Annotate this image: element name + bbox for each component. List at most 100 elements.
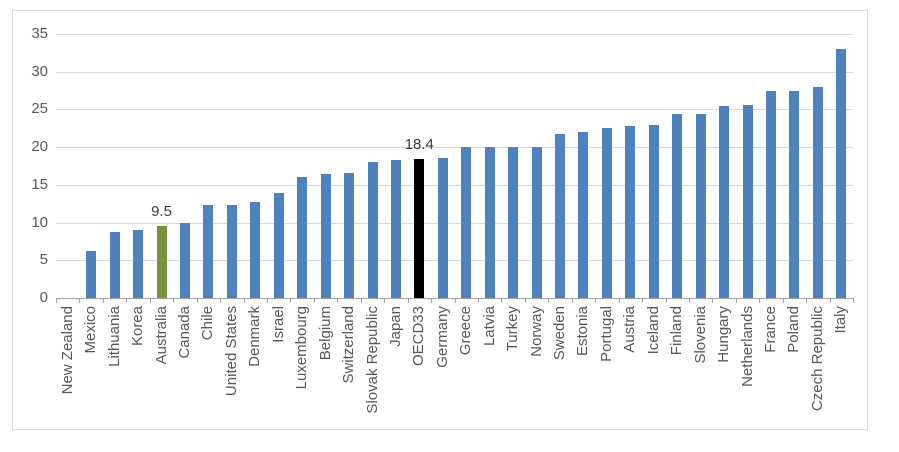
gridline-30 [56,72,853,73]
x-axis-label-italy: Italy [832,306,850,334]
bar-oecd33 [414,159,425,298]
bar-czech-republic [812,86,823,298]
x-axis-label-canada: Canada [175,306,193,359]
x-axis-label-poland: Poland [785,306,803,353]
x-axis-label-portugal: Portugal [597,306,615,362]
x-axis-tick [524,298,526,303]
gridline-35 [56,34,853,35]
bar-hungary [719,105,730,298]
y-axis-tick-label-20: 20 [31,138,48,156]
x-axis-tick [595,298,597,303]
bar-mexico [86,250,97,298]
x-axis-tick [712,298,714,303]
y-axis-tick-label-0: 0 [39,289,48,306]
x-axis-tick [126,298,128,303]
bar-slovenia [695,114,706,298]
bar-korea [133,230,143,298]
x-axis-tick [220,298,222,303]
bar-norway [531,147,542,298]
x-axis-tick [665,298,667,303]
x-axis-tick [431,298,433,303]
bar-chart-frame: 0 5 10 15 20 25 30 35 New Zealand Mexico Lithuani… [12,10,868,430]
y-axis-tick-label-35: 35 [31,25,48,42]
x-axis-label-switzerland: Switzerland [340,306,357,384]
x-axis-label-australia: Australia [152,306,170,365]
bar-portugal [601,127,612,298]
bar-united-states [226,204,237,298]
x-axis-label-latvia: Latvia [480,306,498,347]
x-axis-tick [759,298,761,303]
x-axis-tick [407,298,409,303]
x-axis-label-austria: Austria [621,306,639,353]
bar-germany [437,157,448,298]
x-axis-tick [853,298,854,303]
bar-greece [461,147,472,298]
x-axis-tick [477,298,479,303]
x-axis-label-turkey: Turkey [504,306,522,352]
x-axis-tick [243,298,245,303]
x-axis-label-sweden: Sweden [551,306,568,361]
bar-japan [390,160,401,298]
x-axis-tick [149,298,151,303]
x-axis-tick [79,298,81,303]
y-axis-tick-label-5: 5 [39,251,48,269]
bar-estonia [578,132,589,298]
x-axis-tick [829,298,831,303]
x-axis-label-estonia: Estonia [574,306,592,357]
bar-australia [156,226,167,298]
bar-poland [789,90,800,298]
gridline-25 [56,109,853,110]
x-axis-tick [571,298,573,303]
bar-switzerland [344,172,354,298]
gridline-5 [56,260,853,261]
bar-finland [672,114,683,298]
bar-italy [836,49,847,298]
bar-latvia [484,147,495,298]
x-axis-tick [267,298,268,303]
bar-lithuania [109,232,120,298]
x-axis-label-new-zealand: New Zealand [58,306,76,395]
bar-israel [273,193,284,298]
bar-canada [179,223,190,298]
x-axis-label-belgium: Belgium [316,306,334,361]
x-axis-label-oecd33: OECD33 [410,306,428,367]
x-axis-tick [196,298,198,303]
x-axis-label-korea: Korea [129,306,146,347]
y-axis-tick-label-30: 30 [31,62,48,80]
gridline-20 [56,147,853,148]
x-axis-label-denmark: Denmark [246,306,264,367]
gridline-10 [56,223,853,224]
y-axis-tick-label-15: 15 [31,175,48,193]
x-axis-tick [290,298,292,303]
bar-sweden [555,134,565,298]
x-axis-tick [618,298,620,303]
x-axis-label-greece: Greece [457,306,475,356]
bar-luxembourg [297,177,308,298]
y-axis-tick-label-25: 25 [31,100,48,118]
x-axis-tick [454,298,456,303]
x-axis-tick [735,298,737,303]
x-axis-tick [56,298,57,303]
bar-france [766,90,776,298]
x-axis-label-finland: Finland [668,306,686,356]
x-axis-label-germany: Germany [433,306,451,368]
x-axis-label-chile: Chile [199,306,217,341]
x-axis-label-luxembourg: Luxembourg [293,306,311,390]
x-axis-label-norway: Norway [527,306,545,357]
bar-data-label-oecd33: 18.4 [404,136,434,154]
x-axis-tick [173,298,175,303]
x-axis-tick [688,298,690,303]
gridline-15 [56,185,853,186]
x-axis-label-united-states: United States [222,306,240,397]
bar-austria [625,126,636,298]
x-axis-label-lithuania: Lithuania [105,306,123,367]
x-axis-tick [384,298,386,303]
bar-iceland [648,125,659,298]
x-axis-label-japan: Japan [386,306,404,347]
bar-chile [203,204,214,298]
bar-netherlands [742,104,753,298]
x-axis-tick [360,298,362,303]
x-axis-label-netherlands: Netherlands [738,306,756,387]
bar-turkey [508,147,519,298]
x-axis-label-israel: Israel [269,306,287,343]
